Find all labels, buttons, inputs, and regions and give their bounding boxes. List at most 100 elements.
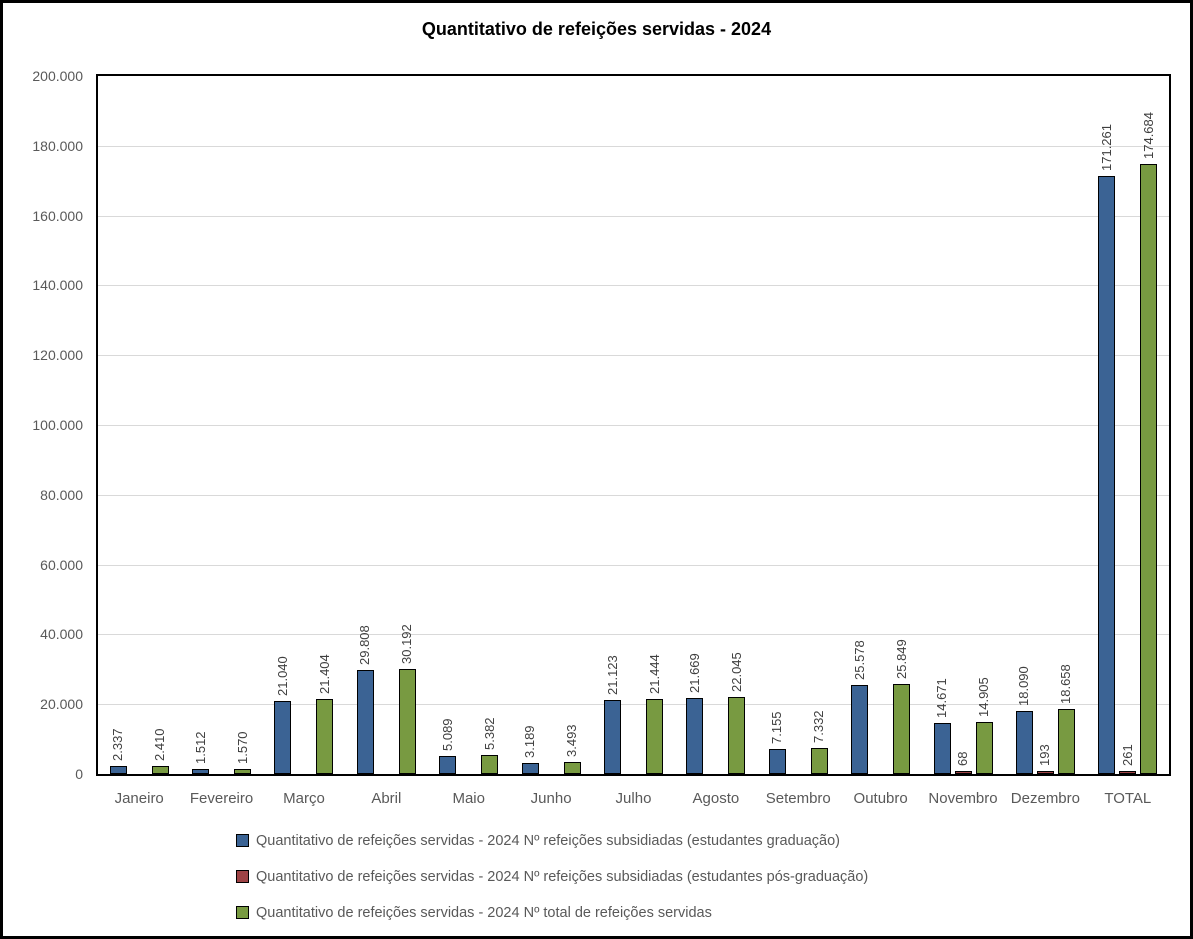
bar xyxy=(954,771,972,774)
y-tick-label: 100.000 xyxy=(32,417,83,433)
legend-swatch xyxy=(236,906,249,919)
y-tick-label: 140.000 xyxy=(32,277,83,294)
bar xyxy=(893,683,911,774)
bar-label: 21.669 xyxy=(686,653,702,694)
y-tick-label: 80.000 xyxy=(40,486,83,503)
gridline xyxy=(98,494,1169,496)
bar-label: 68 xyxy=(955,751,971,766)
x-category-label: Setembro xyxy=(765,790,831,807)
bar xyxy=(109,765,127,774)
bar xyxy=(646,699,663,774)
bar-label: 21.404 xyxy=(316,654,332,695)
bar-label: 5.089 xyxy=(439,718,455,752)
bar xyxy=(356,669,374,774)
bar xyxy=(521,762,539,774)
bar xyxy=(768,749,786,774)
gridline xyxy=(98,425,1169,426)
bar-label: 21.040 xyxy=(274,655,290,696)
legend-item: Quantitativo de refeições servidas - 202… xyxy=(236,866,868,887)
y-tick-label: 160.000 xyxy=(32,207,83,224)
bar-label: 261 xyxy=(1119,744,1135,766)
gridline xyxy=(98,145,1169,147)
legend-item: Quantitativo de refeições servidas - 202… xyxy=(236,902,868,923)
bar xyxy=(1036,771,1054,774)
bar xyxy=(316,699,334,774)
y-tick-label: 40.000 xyxy=(40,626,83,643)
bar-label: 21.123 xyxy=(604,655,620,696)
x-category-label: Junho xyxy=(530,790,572,807)
bar xyxy=(481,755,499,774)
bar-label: 7.332 xyxy=(811,710,827,744)
bar-label: 21.444 xyxy=(646,654,662,695)
bar-label: 1.570 xyxy=(234,730,250,764)
bar xyxy=(851,684,869,774)
bar xyxy=(728,697,746,774)
legend-label: Quantitativo de refeições servidas - 202… xyxy=(256,868,869,885)
bar-label: 7.155 xyxy=(769,711,785,745)
bar-label: 18.090 xyxy=(1016,666,1032,706)
bar xyxy=(234,768,252,774)
bar xyxy=(686,698,704,774)
bar-label: 14.905 xyxy=(976,677,992,717)
bar-label: 30.192 xyxy=(399,623,415,664)
bar xyxy=(439,756,457,774)
bar xyxy=(1119,771,1137,774)
bar xyxy=(604,700,621,774)
x-category-label: Outubro xyxy=(853,790,908,807)
bar xyxy=(1140,164,1158,774)
bar xyxy=(1057,708,1075,774)
bar xyxy=(810,748,828,774)
x-category-label: Fevereiro xyxy=(189,790,254,807)
x-category-label: Janeiro xyxy=(114,790,164,807)
bar xyxy=(398,668,416,774)
gridline xyxy=(98,564,1169,566)
gridline xyxy=(98,704,1169,706)
y-tick-label: 60.000 xyxy=(40,556,83,573)
bar xyxy=(274,700,292,774)
x-category-label: Agosto xyxy=(692,790,740,807)
bar-label: 25.578 xyxy=(851,639,867,680)
y-tick-label: 200.000 xyxy=(32,68,83,84)
bar-label: 2.410 xyxy=(152,728,168,761)
bar-label: 29.808 xyxy=(357,625,373,665)
chart-title: Quantitativo de refeições servidas - 202… xyxy=(421,19,772,39)
legend-swatch xyxy=(236,870,249,883)
bar-label: 25.849 xyxy=(893,639,909,679)
x-category-label: Abril xyxy=(371,790,402,807)
x-category-label: Novembro xyxy=(928,790,998,807)
plot-area: 2.337 2.410 1.512 1.570 21.040 21.404 29.808 30… xyxy=(96,74,1171,776)
bar-label: 174.684 xyxy=(1140,112,1156,160)
y-tick-label: 120.000 xyxy=(32,347,83,364)
bar xyxy=(933,722,951,774)
bar xyxy=(1098,176,1116,774)
bar xyxy=(563,761,581,774)
bar xyxy=(1015,710,1033,774)
gridline xyxy=(98,355,1169,357)
y-tick-label: 180.000 xyxy=(32,137,83,154)
bar xyxy=(975,721,993,774)
y-tick-label: 20.000 xyxy=(40,696,83,713)
bar-label: 5.382 xyxy=(481,717,497,751)
legend-swatch xyxy=(236,834,249,847)
x-category-label: Maio xyxy=(452,790,485,807)
bar-label: 2.337 xyxy=(110,728,126,761)
bar-label: 1.512 xyxy=(192,731,208,764)
legend-label: Quantitativo de refeições servidas - 202… xyxy=(256,904,712,921)
legend-item: Quantitativo de refeições servidas - 202… xyxy=(236,830,868,851)
y-tick-label: 0 xyxy=(75,766,83,782)
bar-label: 18.658 xyxy=(1058,664,1074,704)
bar-label: 193 xyxy=(1037,744,1053,766)
gridline xyxy=(98,215,1169,217)
bar-label: 14.671 xyxy=(934,678,950,718)
legend: Quantitativo de refeições servidas - 202… xyxy=(236,830,868,936)
x-category-label: Dezembro xyxy=(1010,790,1080,807)
x-category-label: TOTAL xyxy=(1104,790,1152,807)
gridline xyxy=(98,634,1169,636)
bar-label: 22.045 xyxy=(728,652,744,693)
bar-label: 3.189 xyxy=(522,725,538,758)
bar xyxy=(192,768,210,774)
bar xyxy=(151,765,169,774)
x-category-label: Março xyxy=(283,790,325,807)
bar-label: 3.493 xyxy=(564,724,580,757)
